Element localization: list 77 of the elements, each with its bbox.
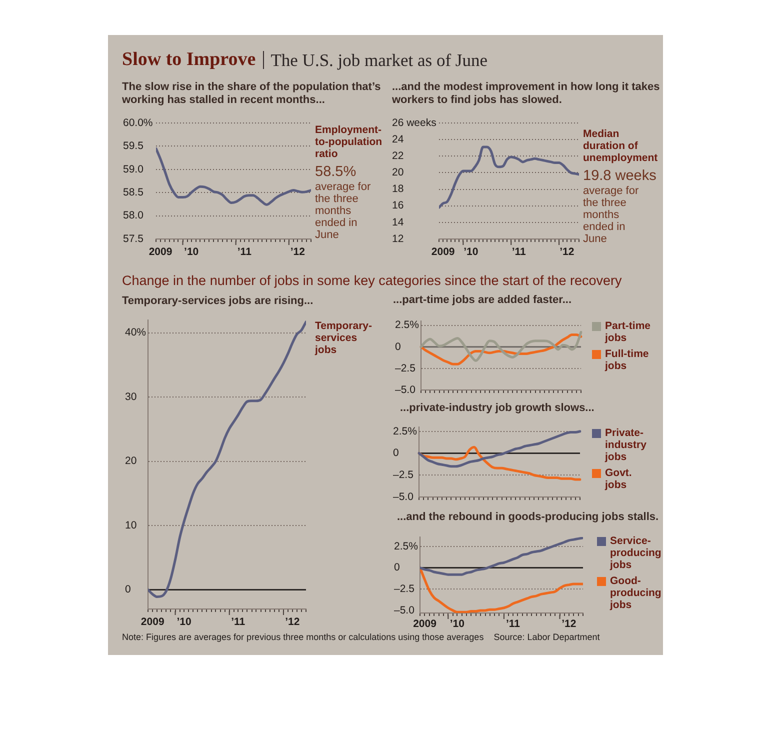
legend-label: Full-time jobs: [605, 348, 649, 372]
y-tick-label: 57.5: [123, 232, 144, 245]
y-tick-label: 2.5%: [393, 424, 417, 437]
y-tick-label: 59.5: [123, 140, 144, 152]
y-tick-label: –5.0: [395, 384, 416, 396]
y-tick-label: 30: [125, 391, 138, 404]
text: Employment-to-population ratio: [315, 124, 382, 160]
text: The U.S. job market as of June: [270, 49, 488, 72]
x-tick-label: ’12: [290, 246, 306, 258]
source-note: Source: Labor Department: [494, 631, 600, 644]
y-tick-label: 60.0%: [123, 116, 153, 129]
legend-label: Private-industry jobs: [605, 427, 646, 463]
y-tick-label: 2.5%: [394, 540, 418, 553]
text: Note: Figures are averages for previous three months or calculations using those averages: [122, 631, 484, 644]
line-series: [420, 537, 584, 576]
y-tick-label: –2.5: [393, 468, 414, 481]
legend-label: Service-producing jobs: [610, 535, 662, 571]
x-tick-label: 2009: [148, 246, 172, 258]
text: 19.8 weeks: [583, 168, 656, 184]
y-tick-label: 14: [392, 216, 404, 228]
x-tick-label: ’11: [237, 246, 252, 258]
text: average for the three months ended in June: [315, 181, 371, 241]
y-tick-label: 0: [395, 340, 402, 352]
chart-title: ...and the modest improvement in how long it takes workers to find jobs has slowed.: [392, 81, 660, 106]
line-series: [148, 321, 306, 598]
x-tick-label: ’10: [450, 618, 465, 631]
y-tick-label: 26 weeks: [392, 116, 436, 129]
y-tick-label: 20: [392, 166, 404, 178]
y-tick-label: 58.0: [123, 209, 144, 222]
x-tick-label: ’11: [512, 246, 526, 258]
y-tick-label: 20: [125, 456, 138, 468]
y-tick-label: 10: [125, 520, 138, 532]
chart-title: ...private-industry job growth slows...: [400, 402, 594, 414]
x-tick-label: ’12: [562, 618, 577, 631]
y-tick-label: 58.5: [123, 186, 144, 198]
text: Change in the number of jobs in some key categories since the start of the recovery: [122, 272, 622, 290]
y-tick-label: 0: [393, 446, 399, 459]
y-tick-label: 0: [394, 562, 400, 574]
y-tick-label: 0: [125, 584, 132, 596]
legend-label: Part-time jobs: [605, 320, 651, 344]
y-tick-label: –2.5: [395, 362, 416, 374]
text: 58.5%: [315, 164, 356, 180]
series-label: Median duration of unemployment: [583, 128, 658, 164]
x-tick-label: 2009: [413, 618, 437, 631]
x-tick-label: ’10: [463, 246, 478, 258]
x-tick-label: ’11: [231, 616, 246, 629]
line-series: [418, 445, 582, 480]
text: average for the three months ended in June: [583, 185, 639, 245]
series-label: Temporary-services jobs: [315, 320, 372, 356]
y-tick-label: 59.0: [123, 162, 144, 175]
y-tick-label: 18: [392, 182, 404, 195]
y-tick-label: –5.0: [393, 490, 414, 502]
chart-title: The slow rise in the share of the population that’s working has stalled in recent months...: [122, 81, 381, 106]
x-tick-label: ’12: [285, 616, 300, 629]
text: Slow to Improve: [122, 48, 256, 72]
y-tick-label: 12: [392, 232, 404, 245]
line-series: [438, 145, 579, 208]
y-tick-label: –2.5: [394, 583, 415, 596]
line-series: [156, 146, 311, 206]
y-tick-label: 16: [392, 199, 404, 212]
x-tick-label: 2009: [431, 246, 455, 258]
x-tick-label: 2009: [141, 616, 165, 629]
x-tick-label: ’11: [506, 618, 521, 631]
y-tick-label: –5.0: [394, 604, 415, 617]
y-tick-label: 22: [392, 150, 404, 162]
chart-title: Temporary-services jobs are rising...: [122, 295, 314, 307]
chart-title: ...part-time jobs are added faster...: [393, 294, 572, 306]
x-tick-label: ’10: [177, 616, 192, 629]
x-tick-label: ’10: [184, 246, 199, 258]
x-tick-label: ’12: [559, 246, 574, 258]
y-tick-label: 40%: [125, 327, 146, 340]
legend-label: Good-producing jobs: [610, 575, 662, 611]
y-tick-label: 2.5%: [395, 318, 420, 331]
line-series: [418, 430, 582, 468]
y-tick-label: 24: [392, 133, 404, 146]
legend-label: Govt. jobs: [605, 467, 632, 491]
chart-title: ...and the rebound in goods-producing jobs stalls.: [397, 511, 659, 523]
